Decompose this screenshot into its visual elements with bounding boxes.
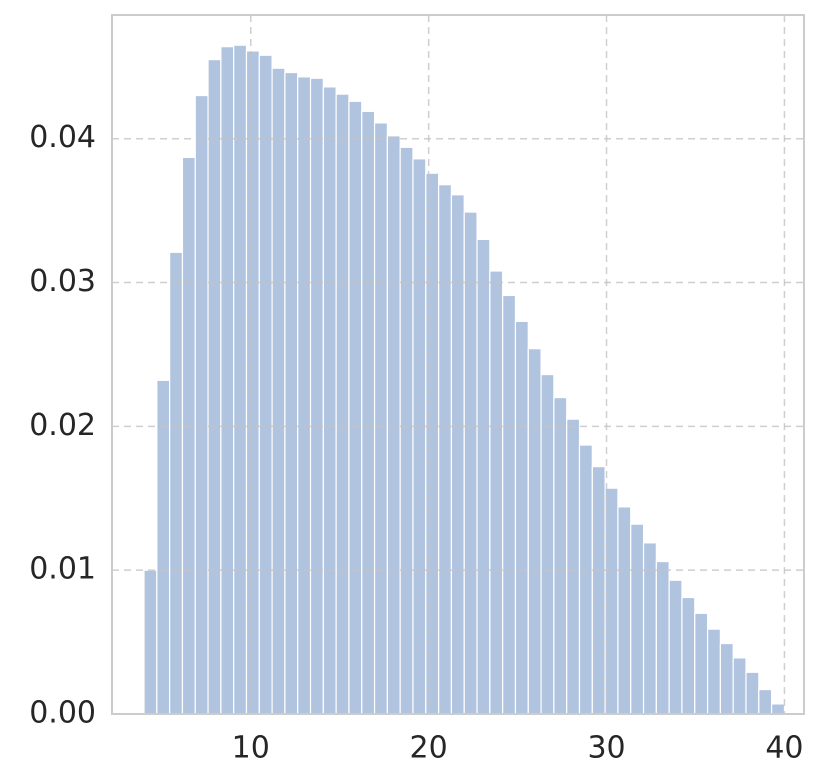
bar xyxy=(745,671,760,715)
bar xyxy=(719,642,734,715)
bar xyxy=(220,46,235,715)
bar xyxy=(335,93,350,715)
bar xyxy=(181,156,196,715)
y-tick-label: 0.03 xyxy=(29,264,96,299)
bar xyxy=(732,657,747,715)
bar xyxy=(169,251,184,715)
bar xyxy=(245,50,260,715)
bar xyxy=(489,270,504,715)
y-tick-label: 0.00 xyxy=(29,696,96,731)
bar xyxy=(450,194,465,715)
bar xyxy=(758,688,773,715)
bar xyxy=(527,348,542,715)
y-tick-label: 0.04 xyxy=(29,120,96,155)
bar xyxy=(476,238,491,715)
bar xyxy=(771,703,786,715)
bar xyxy=(438,184,453,715)
bar xyxy=(514,320,529,715)
bar xyxy=(463,211,478,715)
bar xyxy=(194,94,209,715)
bar xyxy=(617,506,632,715)
bar xyxy=(271,67,286,715)
bar xyxy=(309,77,324,715)
bar xyxy=(399,146,414,715)
bar xyxy=(553,396,568,715)
bar xyxy=(630,523,645,715)
bar xyxy=(348,100,363,715)
bar xyxy=(668,579,683,715)
bar xyxy=(655,560,670,715)
bar xyxy=(258,54,273,715)
bar xyxy=(297,76,312,715)
bar xyxy=(502,294,517,715)
bar xyxy=(681,596,696,715)
bar xyxy=(694,612,709,715)
y-tick-label: 0.01 xyxy=(29,552,96,587)
x-tick-label: 40 xyxy=(765,731,803,766)
bar xyxy=(156,379,171,715)
bar xyxy=(412,158,427,715)
bar xyxy=(591,466,606,715)
x-tick-label: 20 xyxy=(410,731,448,766)
plot-frame xyxy=(111,14,805,715)
bar xyxy=(425,172,440,715)
y-tick-label: 0.02 xyxy=(29,408,96,443)
bar xyxy=(233,44,248,715)
bar xyxy=(143,569,158,715)
bar xyxy=(566,418,581,715)
bar xyxy=(207,58,222,715)
bar xyxy=(386,135,401,715)
bar xyxy=(642,542,657,715)
bar xyxy=(706,628,721,715)
x-tick-label: 30 xyxy=(587,731,625,766)
bar xyxy=(373,122,388,715)
bar xyxy=(540,373,555,715)
bar xyxy=(361,110,376,715)
bar xyxy=(284,71,299,715)
x-tick-label: 10 xyxy=(232,731,270,766)
bar xyxy=(322,86,337,715)
bar xyxy=(578,444,593,715)
